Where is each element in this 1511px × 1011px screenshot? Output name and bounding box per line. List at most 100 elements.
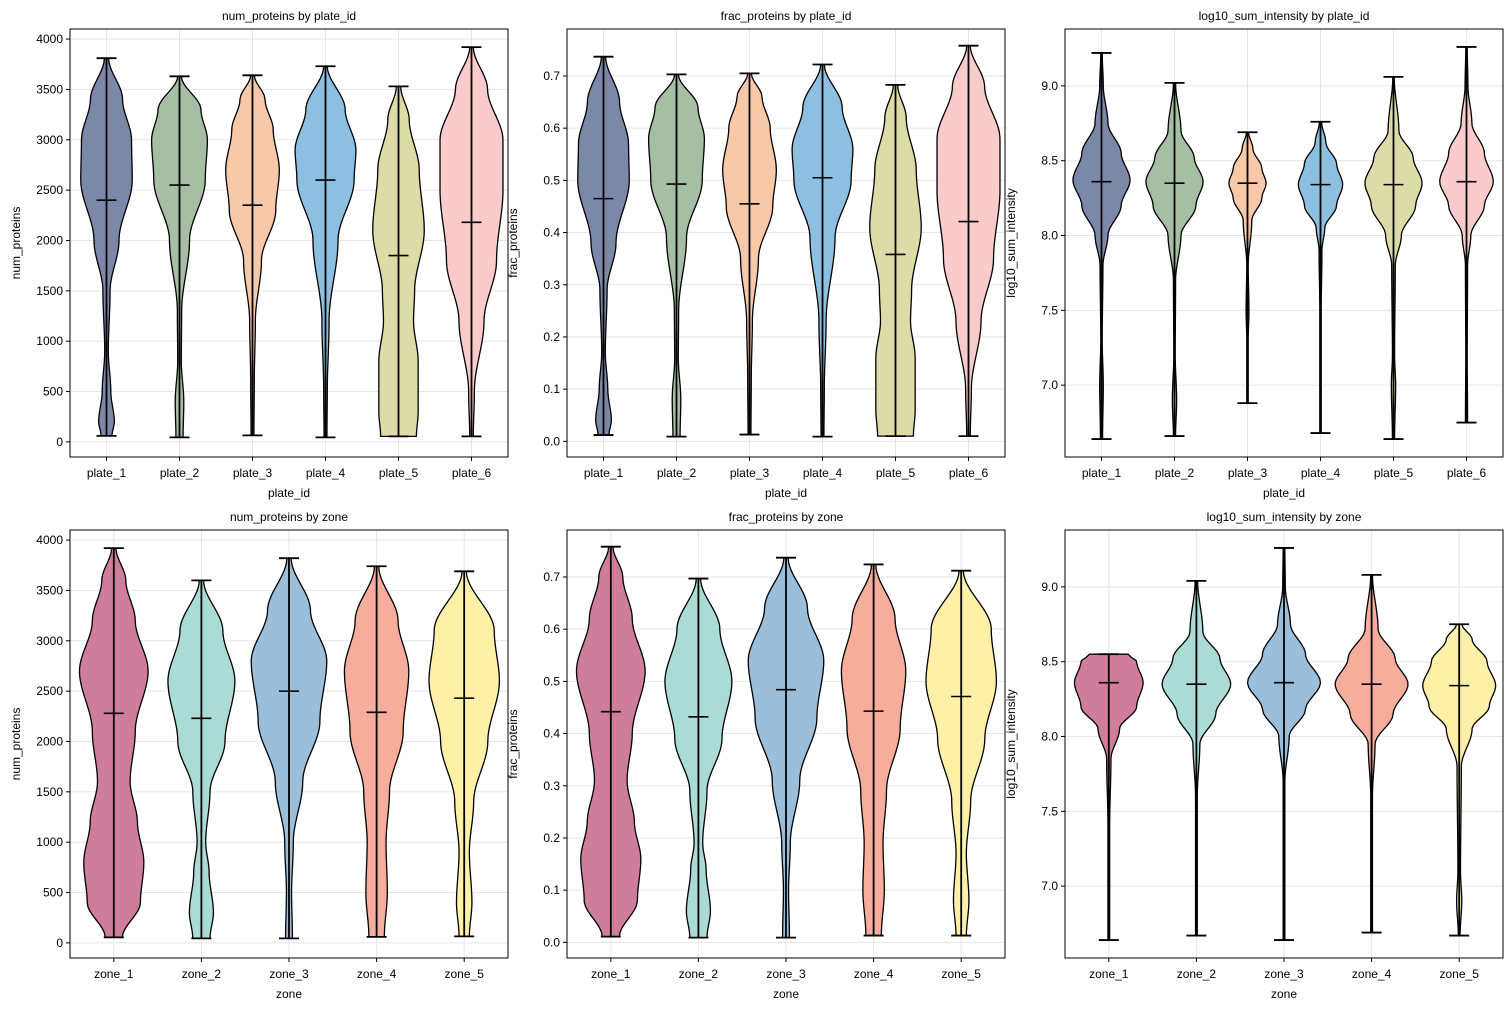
y-tick-label: 4000	[36, 32, 63, 46]
x-tick-label: zone_1	[591, 967, 631, 981]
x-tick-label: zone_4	[854, 967, 894, 981]
y-tick-label: 8.0	[1041, 229, 1058, 243]
x-tick-label: plate_1	[87, 466, 127, 480]
y-tick-label: 1500	[36, 785, 63, 799]
y-tick-label: 0	[56, 435, 63, 449]
x-tick-label: plate_4	[1301, 466, 1341, 480]
x-axis-label: zone	[773, 987, 799, 1001]
plot-frame	[69, 28, 509, 458]
x-tick-label: plate_6	[1447, 466, 1487, 480]
y-tick-label: 0.3	[543, 278, 560, 292]
y-axis-label: frac_proteins	[506, 709, 520, 778]
x-axis-label: plate_id	[1263, 486, 1305, 500]
y-tick-label: 500	[43, 886, 63, 900]
x-tick-label: plate_6	[452, 466, 492, 480]
panel-title: frac_proteins by zone	[729, 510, 844, 524]
panel-title: log10_sum_intensity by plate_id	[1199, 9, 1370, 23]
y-tick-label: 0.7	[543, 570, 560, 584]
x-tick-label: zone_3	[766, 967, 806, 981]
y-tick-label: 7.0	[1041, 879, 1058, 893]
y-tick-label: 3000	[36, 133, 63, 147]
x-tick-label: zone_2	[679, 967, 719, 981]
y-tick-label: 0.4	[543, 727, 560, 741]
x-tick-label: plate_5	[379, 466, 419, 480]
x-tick-label: zone_2	[182, 967, 222, 981]
x-tick-label: plate_2	[657, 466, 697, 480]
y-axis-label: frac_proteins	[506, 208, 520, 277]
x-tick-label: zone_5	[942, 967, 982, 981]
y-tick-label: 0.0	[543, 935, 560, 949]
x-tick-label: zone_3	[1264, 967, 1304, 981]
x-tick-label: plate_5	[876, 466, 916, 480]
x-tick-label: plate_3	[233, 466, 273, 480]
x-axis-label: plate_id	[268, 486, 310, 500]
y-axis-label: num_proteins	[9, 708, 23, 781]
x-tick-label: zone_2	[1177, 967, 1217, 981]
plot-frame	[566, 28, 1006, 458]
y-tick-label: 3500	[36, 583, 63, 597]
x-tick-label: plate_3	[1228, 466, 1268, 480]
y-tick-label: 7.0	[1041, 378, 1058, 392]
y-tick-label: 9.0	[1041, 580, 1058, 594]
y-tick-label: 2000	[36, 233, 63, 247]
x-axis-label: plate_id	[765, 486, 807, 500]
x-tick-label: zone_5	[445, 967, 485, 981]
x-tick-label: plate_2	[160, 466, 200, 480]
y-tick-label: 0.5	[543, 173, 560, 187]
y-tick-label: 1500	[36, 284, 63, 298]
x-tick-label: plate_2	[1155, 466, 1195, 480]
y-tick-label: 7.5	[1041, 303, 1058, 317]
y-tick-label: 9.0	[1041, 79, 1058, 93]
y-tick-label: 0.1	[543, 382, 560, 396]
y-tick-label: 3500	[36, 82, 63, 96]
x-tick-label: plate_4	[803, 466, 843, 480]
y-tick-label: 8.0	[1041, 730, 1058, 744]
x-tick-label: zone_1	[94, 967, 134, 981]
y-tick-label: 0.0	[543, 434, 560, 448]
y-tick-label: 3000	[36, 634, 63, 648]
y-tick-label: 2500	[36, 684, 63, 698]
panel-title: frac_proteins by plate_id	[721, 9, 852, 23]
y-tick-label: 7.5	[1041, 804, 1058, 818]
panel-title: num_proteins by plate_id	[222, 9, 356, 23]
y-tick-label: 8.5	[1041, 655, 1058, 669]
y-tick-label: 0.1	[543, 883, 560, 897]
y-tick-label: 0.2	[543, 330, 560, 344]
y-tick-label: 4000	[36, 533, 63, 547]
y-tick-label: 8.5	[1041, 154, 1058, 168]
y-axis-label: num_proteins	[9, 207, 23, 280]
x-axis-label: zone	[1271, 987, 1297, 1001]
x-tick-label: zone_5	[1440, 967, 1480, 981]
y-tick-label: 0.7	[543, 69, 560, 83]
y-axis-label: log10_sum_intensity	[1004, 689, 1018, 798]
x-tick-label: plate_1	[1082, 466, 1122, 480]
y-tick-label: 0.6	[543, 121, 560, 135]
y-tick-label: 0.3	[543, 779, 560, 793]
x-tick-label: plate_4	[306, 466, 346, 480]
x-tick-label: plate_5	[1374, 466, 1414, 480]
x-tick-label: zone_4	[357, 967, 397, 981]
x-tick-label: plate_1	[584, 466, 624, 480]
x-tick-label: zone_1	[1089, 967, 1129, 981]
y-tick-label: 0	[56, 936, 63, 950]
y-tick-label: 1000	[36, 835, 63, 849]
panel-title: num_proteins by zone	[230, 510, 348, 524]
y-tick-label: 0.6	[543, 622, 560, 636]
panel-title: log10_sum_intensity by zone	[1207, 510, 1362, 524]
x-tick-label: zone_3	[269, 967, 309, 981]
x-axis-label: zone	[276, 987, 302, 1001]
x-tick-label: plate_6	[949, 466, 989, 480]
y-axis-label: log10_sum_intensity	[1004, 188, 1018, 297]
x-tick-label: zone_4	[1352, 967, 1392, 981]
x-tick-label: plate_3	[730, 466, 770, 480]
y-tick-label: 500	[43, 385, 63, 399]
plot-frame	[1064, 28, 1504, 458]
y-tick-label: 2000	[36, 734, 63, 748]
y-tick-label: 2500	[36, 183, 63, 197]
